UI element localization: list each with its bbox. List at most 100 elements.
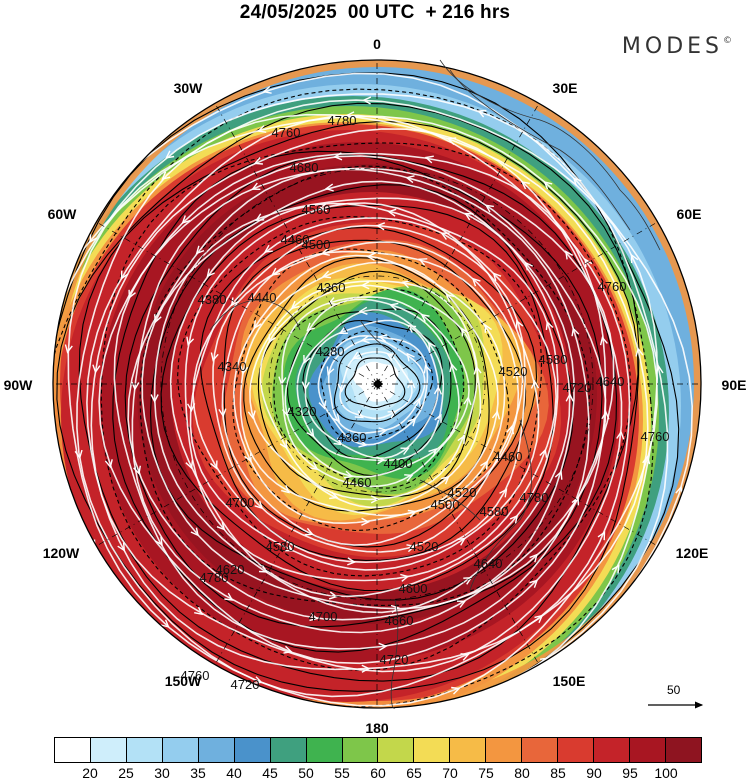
colorbar-ticks: 20 25 30 35 40 45 50 55 60 65 70 75 80 85 90 95 100: [54, 765, 702, 781]
streamline-arrow: [524, 261, 533, 271]
colorbar-segment: [486, 738, 523, 762]
contour-label: 4460: [281, 232, 310, 247]
streamline-arrow: [407, 417, 417, 427]
colorbar-tick-label: 40: [226, 765, 242, 781]
brand-text: MODES: [621, 34, 723, 59]
streamline-arrow: [283, 645, 293, 654]
coastline-segment: [209, 299, 301, 331]
colorbar-segment: [378, 738, 415, 762]
contour-label: 4520: [410, 539, 439, 554]
streamline-arrow: [387, 410, 397, 419]
streamline-arrow: [484, 323, 493, 333]
streamline-arrow: [655, 364, 664, 375]
contour-label: 4640: [596, 374, 625, 389]
streamline-arrow: [218, 408, 227, 418]
contour-label: 4340: [218, 359, 247, 374]
longitude-label: 60W: [48, 206, 78, 222]
contour-label: 4600: [399, 581, 428, 596]
streamline-arrow: [279, 440, 288, 450]
contour-label: 4440: [248, 290, 277, 305]
streamline-arrow: [433, 385, 443, 395]
streamline-arrow: [405, 175, 415, 184]
streamline-arrow: [328, 591, 339, 600]
streamline-arrow: [584, 258, 593, 268]
streamline-arrow: [436, 713, 444, 720]
colorbar-tick-label: 90: [586, 765, 602, 781]
streamline-arrow: [456, 537, 466, 546]
streamline-arrow: [539, 448, 548, 458]
brand-mark: ©: [723, 36, 732, 46]
streamline-arrow: [258, 565, 269, 573]
streamline-arrow: [427, 341, 436, 351]
coastline-segment: [439, 59, 661, 251]
streamline-arrow: [92, 364, 101, 374]
streamline-arrow: [117, 542, 126, 552]
streamline-arrow: [304, 527, 314, 536]
streamline-arrow: [309, 612, 319, 622]
streamline-arrow: [338, 326, 348, 334]
longitude-labels: 0 30E 60E 90E 120E 150E 180 150W 120W 90W 60W 30W: [4, 36, 747, 736]
colorbar-tick-label: 70: [442, 765, 458, 781]
graticule: [53, 60, 701, 708]
streamline-arrow: [376, 456, 386, 465]
streamline-arrow: [424, 155, 434, 164]
streamline-arrow: [390, 604, 400, 613]
streamline-arrow: [160, 619, 170, 628]
streamline-arrow: [324, 183, 334, 192]
streamline-arrow: [263, 244, 273, 253]
streamline-arrow: [343, 470, 354, 479]
streamline-arrow: [154, 314, 162, 324]
contour-label: 4460: [494, 449, 523, 464]
streamline-arrow: [247, 410, 256, 420]
streamline-arrow: [387, 208, 397, 217]
streamline-arrow: [545, 320, 554, 330]
colorbar-tick-label: 35: [190, 765, 206, 781]
longitude-label: 150W: [165, 673, 202, 689]
brand-logo: MODES©: [622, 34, 732, 59]
streamline-arrow: [456, 600, 467, 608]
streamline-arrow: [515, 319, 524, 329]
streamline-arrow: [565, 392, 574, 402]
colorbar-tick-label: 50: [298, 765, 314, 781]
streamline-arrow: [635, 347, 644, 357]
contour-label: 4580: [480, 504, 509, 519]
streamline-arrow: [333, 437, 343, 446]
streamline-arrow: [362, 96, 372, 105]
streamline-arrow: [378, 427, 388, 436]
colorbar-tick-label: 80: [514, 765, 530, 781]
streamline-arrow: [161, 171, 171, 181]
streamline-arrow: [181, 215, 191, 224]
streamline-arrow: [506, 424, 515, 435]
contour-label: 4640: [474, 556, 503, 571]
streamline-arrow: [446, 500, 456, 510]
longitude-label: 90E: [722, 377, 747, 393]
coastline-segment: [449, 69, 631, 231]
colorbar-segment: [198, 738, 235, 762]
streamline-arrow: [244, 453, 252, 463]
streamline-arrow: [303, 354, 311, 365]
streamline-arrow: [64, 344, 73, 354]
longitude-label: 180: [365, 720, 389, 736]
streamline-arrow: [413, 397, 421, 407]
colorbar-tick-label: 25: [118, 765, 134, 781]
streamline-arrow: [190, 527, 199, 537]
streamline-arrow: [345, 111, 355, 120]
streamline-arrow: [611, 564, 620, 574]
colorbar-tick-label: 30: [154, 765, 170, 781]
longitude-label: 30W: [174, 80, 204, 96]
contour-label: 4380: [198, 292, 227, 307]
streamline-arrow: [418, 258, 428, 266]
coastline-segment: [359, 319, 393, 353]
streamline-arrow: [512, 369, 522, 379]
streamline-arrow: [463, 395, 472, 406]
streamline-arrow: [89, 234, 97, 244]
streamline-arrow: [440, 475, 450, 485]
streamline-arrow: [321, 270, 331, 279]
streamline-arrow: [597, 531, 606, 541]
streamline-arrow: [491, 410, 501, 420]
streamline-arrow: [366, 252, 376, 261]
streamline-arrow: [534, 614, 544, 624]
streamline-arrow: [154, 536, 163, 546]
streamline-arrow: [407, 379, 416, 389]
streamline-arrow: [165, 150, 175, 159]
